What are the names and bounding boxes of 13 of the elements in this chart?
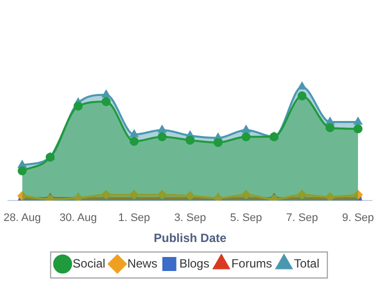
x-tick-label: 7. Sep bbox=[286, 212, 318, 224]
x-tick-label: 3. Sep bbox=[174, 212, 206, 224]
legend-label: Total bbox=[294, 256, 320, 270]
legend-label: News bbox=[127, 256, 158, 270]
x-tick-label: 1. Sep bbox=[118, 212, 150, 224]
x-axis-title: Publish Date bbox=[154, 231, 227, 246]
legend-label: Social bbox=[72, 256, 106, 270]
legend-label: Forums bbox=[231, 256, 272, 270]
x-tick-label: 9. Sep bbox=[342, 212, 374, 224]
x-tick-label: 30. Aug bbox=[59, 212, 97, 224]
legend-label: Blogs bbox=[179, 256, 210, 270]
x-tick-label: 28. Aug bbox=[4, 212, 41, 224]
x-tick-label: 5. Sep bbox=[230, 212, 262, 224]
